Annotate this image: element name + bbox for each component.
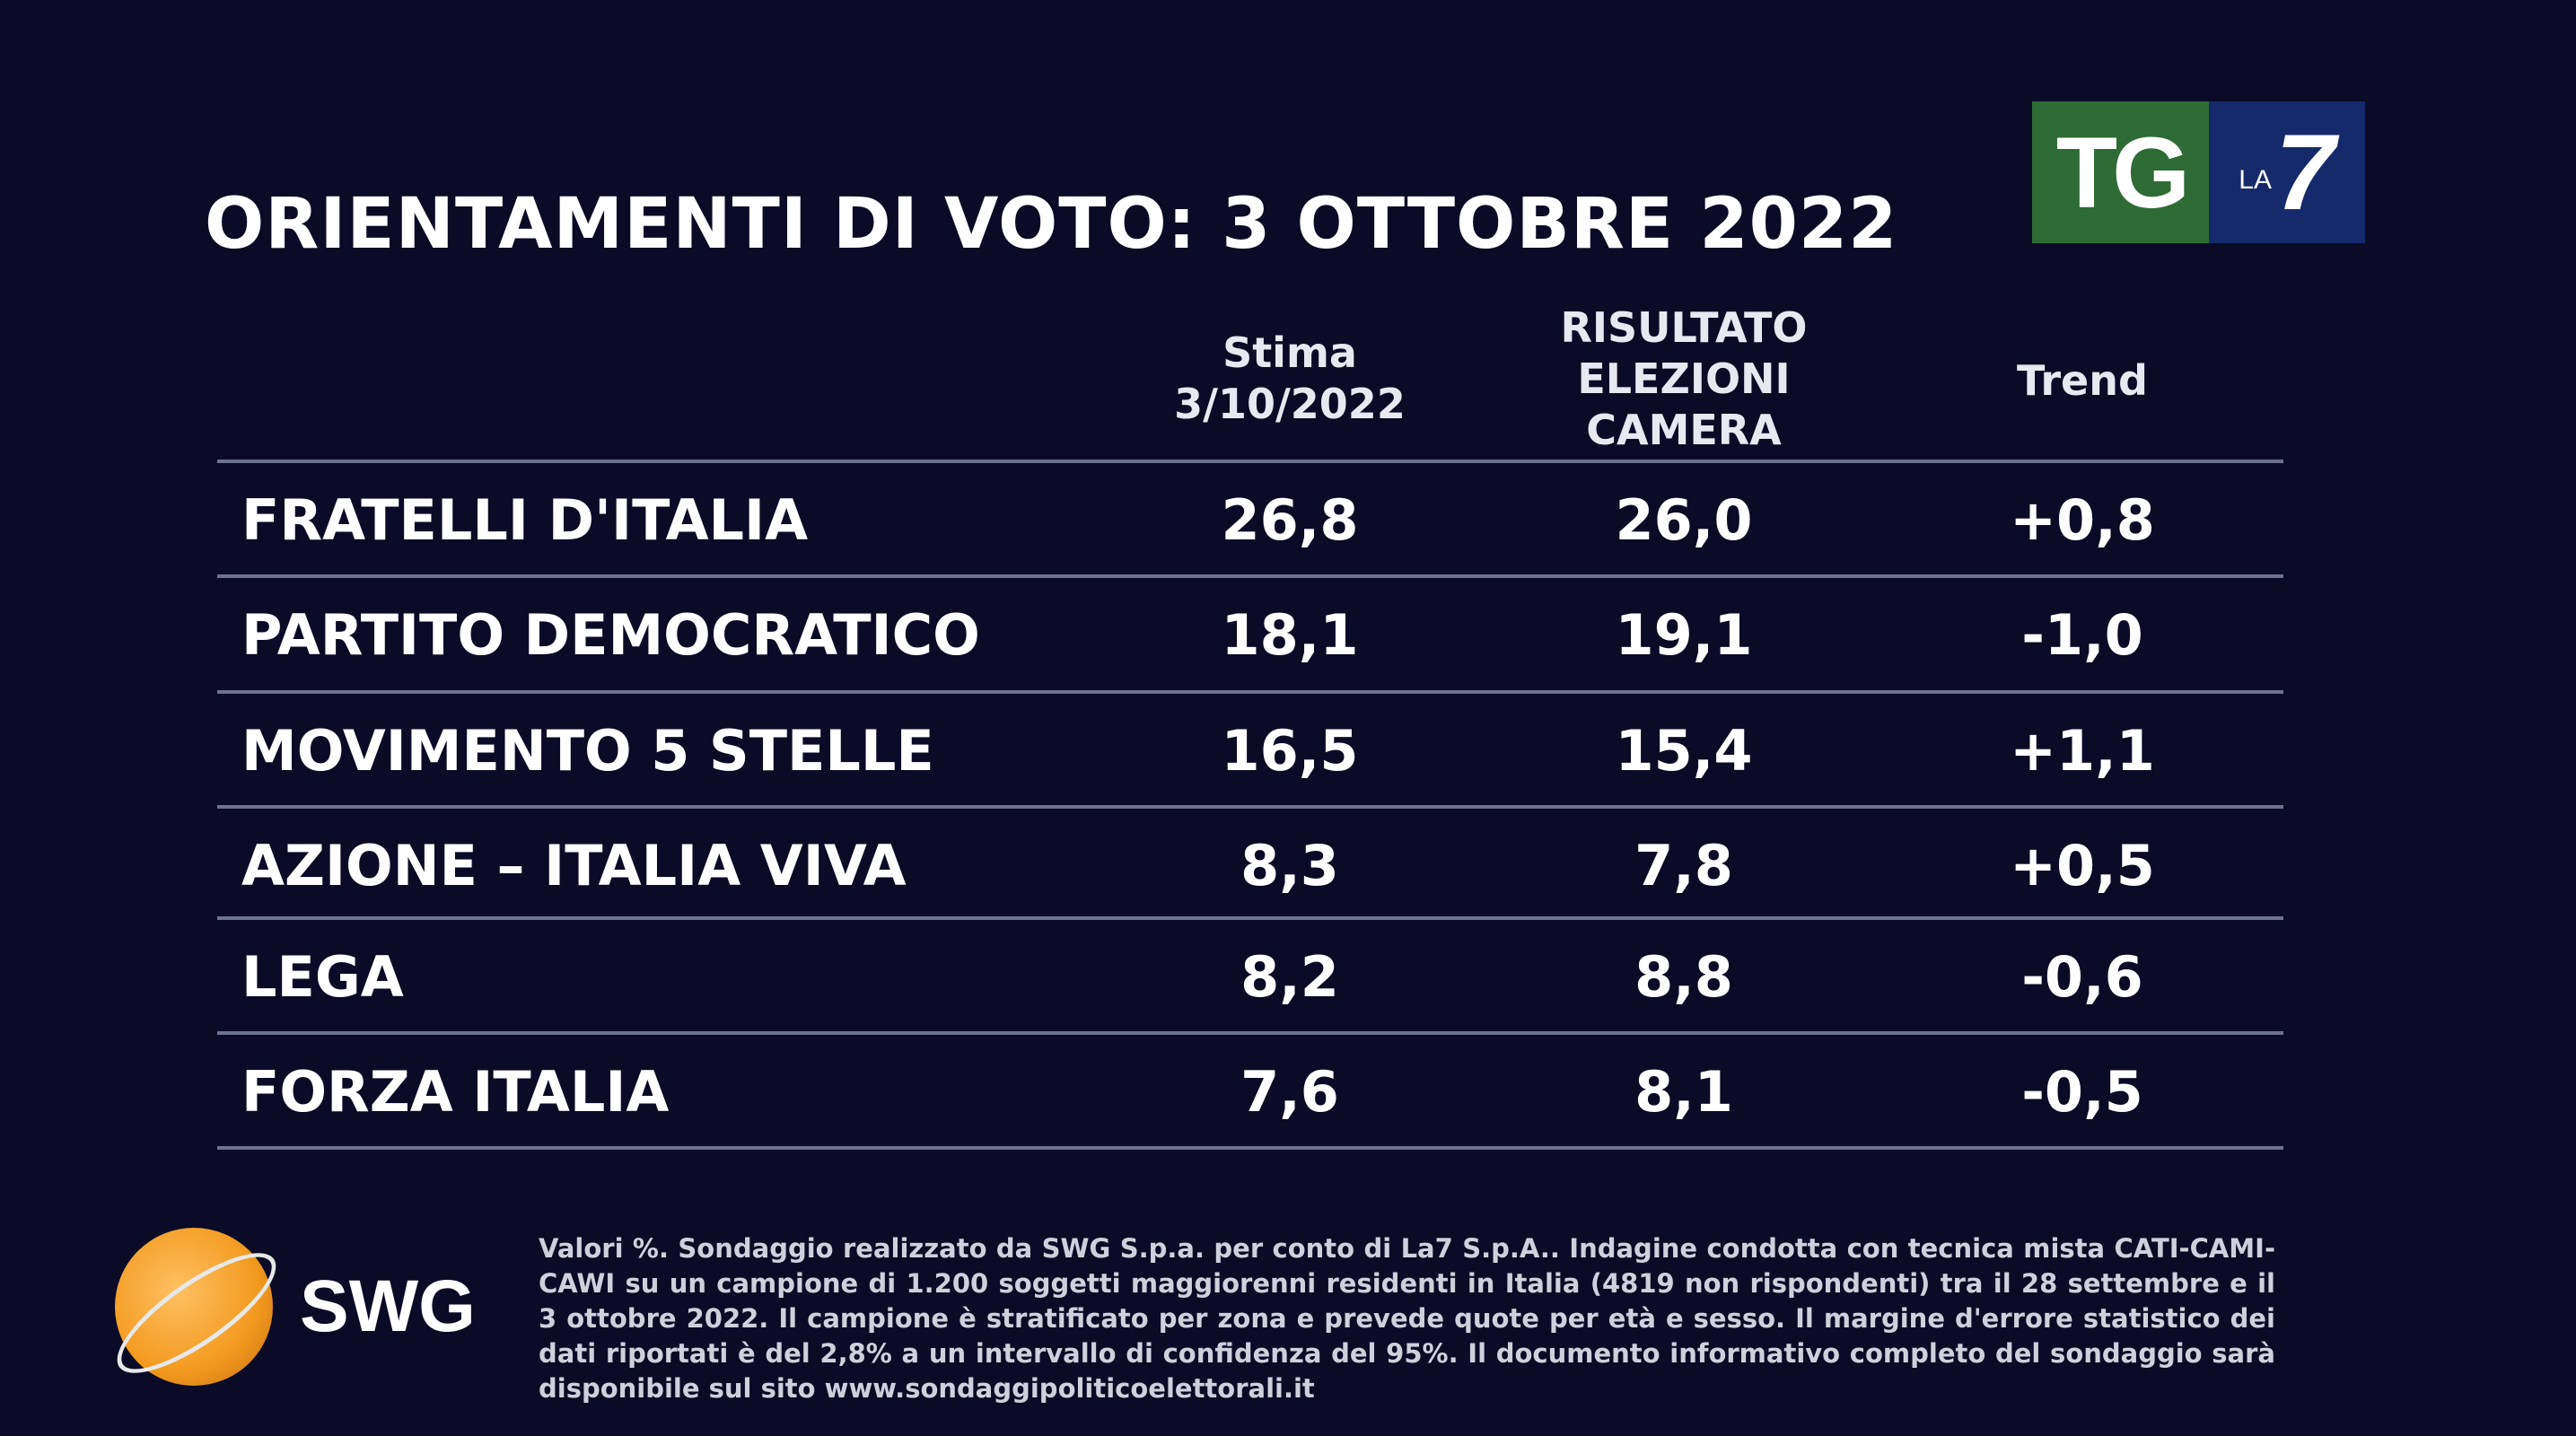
- seven-text: 7: [2274, 112, 2335, 232]
- header-risultato-line: CAMERA: [1586, 406, 1782, 454]
- trend-value: -1,0: [2021, 601, 2143, 668]
- trend-value: +1,1: [2010, 717, 2155, 784]
- la7-logo-part: LA 7: [2209, 101, 2365, 243]
- stima-value: 18,1: [1221, 601, 1359, 668]
- risultato-value: 7,8: [1634, 832, 1733, 898]
- table-row: FRATELLI D'ITALIA 26,8 26,0 +0,8: [217, 462, 2283, 577]
- party-name: MOVIMENTO 5 STELLE: [241, 717, 934, 784]
- header-stima-line: 3/10/2022: [1174, 380, 1406, 428]
- row-divider: [217, 916, 2283, 920]
- table-row: LEGA 8,2 8,8 -0,6: [217, 919, 2283, 1034]
- stima-value: 16,5: [1221, 717, 1359, 784]
- stima-value: 8,3: [1240, 832, 1339, 898]
- risultato-value: 8,8: [1634, 943, 1733, 1010]
- header-stima-line: Stima: [1222, 328, 1357, 377]
- table-row: PARTITO DEMOCRATICO 18,1 19,1 -1,0: [217, 577, 2283, 692]
- trend-value: +0,8: [2010, 486, 2155, 553]
- table-row: FORZA ITALIA 7,6 8,1 -0,5: [217, 1034, 2283, 1149]
- risultato-value: 15,4: [1615, 717, 1753, 784]
- swg-name: SWG: [300, 1265, 476, 1347]
- trend-value: -0,6: [2021, 943, 2143, 1010]
- trend-value: -0,5: [2021, 1058, 2143, 1125]
- row-divider: [217, 574, 2283, 578]
- header-risultato-line: ELEZIONI: [1577, 355, 1791, 403]
- row-divider: [217, 805, 2283, 809]
- swg-logo: SWG: [115, 1228, 476, 1386]
- stima-value: 7,6: [1240, 1058, 1339, 1125]
- header-risultato-line: RISULTATO: [1560, 303, 1808, 352]
- party-name: AZIONE – ITALIA VIVA: [241, 832, 907, 898]
- party-name: LEGA: [241, 943, 404, 1010]
- party-name: PARTITO DEMOCRATICO: [241, 601, 980, 668]
- stima-value: 8,2: [1240, 943, 1339, 1010]
- risultato-value: 26,0: [1615, 486, 1753, 553]
- header-trend: Trend: [2017, 356, 2148, 405]
- tg-la7-logo: TG LA 7: [2032, 101, 2365, 243]
- row-divider: [217, 690, 2283, 694]
- page-title: ORIENTAMENTI DI VOTO: 3 OTTOBRE 2022: [205, 184, 1898, 265]
- la-text: LA: [2239, 165, 2272, 195]
- trend-value: +0,5: [2010, 832, 2155, 898]
- party-name: FORZA ITALIA: [241, 1058, 670, 1125]
- table-row: AZIONE – ITALIA VIVA 8,3 7,8 +0,5: [217, 808, 2283, 923]
- table-row: MOVIMENTO 5 STELLE 16,5 15,4 +1,1: [217, 693, 2283, 808]
- header-stima: Stima 3/10/2022: [1110, 328, 1469, 430]
- tg-logo-part: TG: [2032, 101, 2209, 243]
- risultato-value: 19,1: [1615, 601, 1753, 668]
- footnote: Valori %. Sondaggio realizzato da SWG S.…: [539, 1233, 2275, 1404]
- row-divider: [217, 1146, 2283, 1150]
- header-risultato: RISULTATO ELEZIONI CAMERA: [1459, 302, 1908, 456]
- row-divider: [217, 1031, 2283, 1035]
- row-divider: [217, 460, 2283, 463]
- stima-value: 26,8: [1221, 486, 1359, 553]
- globe-icon: [115, 1228, 273, 1386]
- party-name: FRATELLI D'ITALIA: [241, 486, 809, 553]
- risultato-value: 8,1: [1634, 1058, 1733, 1125]
